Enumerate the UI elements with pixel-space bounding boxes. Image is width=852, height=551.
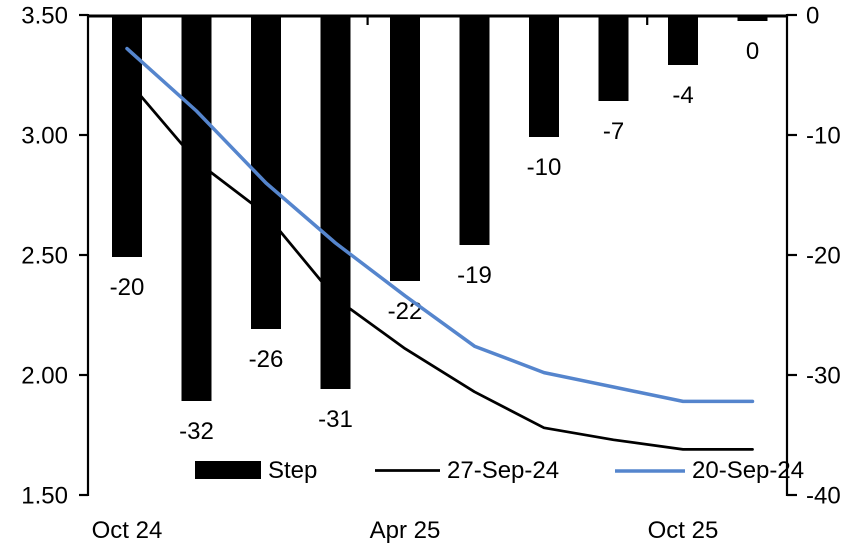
left-axis-tick-label: 1.50 [21,483,68,510]
series-line-20-sep-24 [125,46,755,404]
bar-data-label: -32 [179,418,214,445]
legend-swatch-step [195,461,261,479]
step-bar [320,17,351,389]
step-bar [112,17,142,257]
right-axis-tick-label: 0 [806,3,819,30]
step-bar [529,17,559,137]
step-bar [181,17,212,401]
step-bar [598,17,629,101]
bar-data-label: -26 [249,346,284,373]
bar-data-label: 0 [746,38,759,65]
legend-label-20-sep-24: 20-Sep-24 [692,457,804,484]
right-axis-tick-label: -20 [806,243,841,270]
bar-data-label: -22 [388,298,423,325]
bar-data-label: -20 [110,274,145,301]
bar-data-label: -31 [318,406,353,433]
step-bar [737,17,768,21]
bar-data-label: -10 [527,154,562,181]
right-axis-tick-label: -40 [806,483,841,510]
x-axis-tick-label: Oct 25 [648,517,719,544]
left-axis-tick-label: 3.00 [21,123,68,150]
legend-label-27-sep-24: 27-Sep-24 [447,457,559,484]
left-axis-tick-label: 2.00 [21,363,68,390]
step-bar [390,17,420,281]
series-line-27-sep-24 [125,78,754,451]
legend-label-step: Step [268,457,317,484]
right-axis-tick-label: -30 [806,363,841,390]
x-axis-tick-label: Apr 25 [370,517,441,544]
bar-data-label: -19 [457,262,492,289]
left-axis-tick-label: 2.50 [21,243,68,270]
bar-data-label: -4 [672,82,693,109]
left-axis-tick-label: 3.50 [21,3,68,30]
step-bar [459,17,490,245]
bar-data-label: -7 [603,118,624,145]
step-bar [668,17,698,65]
right-axis-tick-label: -10 [806,123,841,150]
x-axis-tick-label: Oct 24 [92,517,163,544]
